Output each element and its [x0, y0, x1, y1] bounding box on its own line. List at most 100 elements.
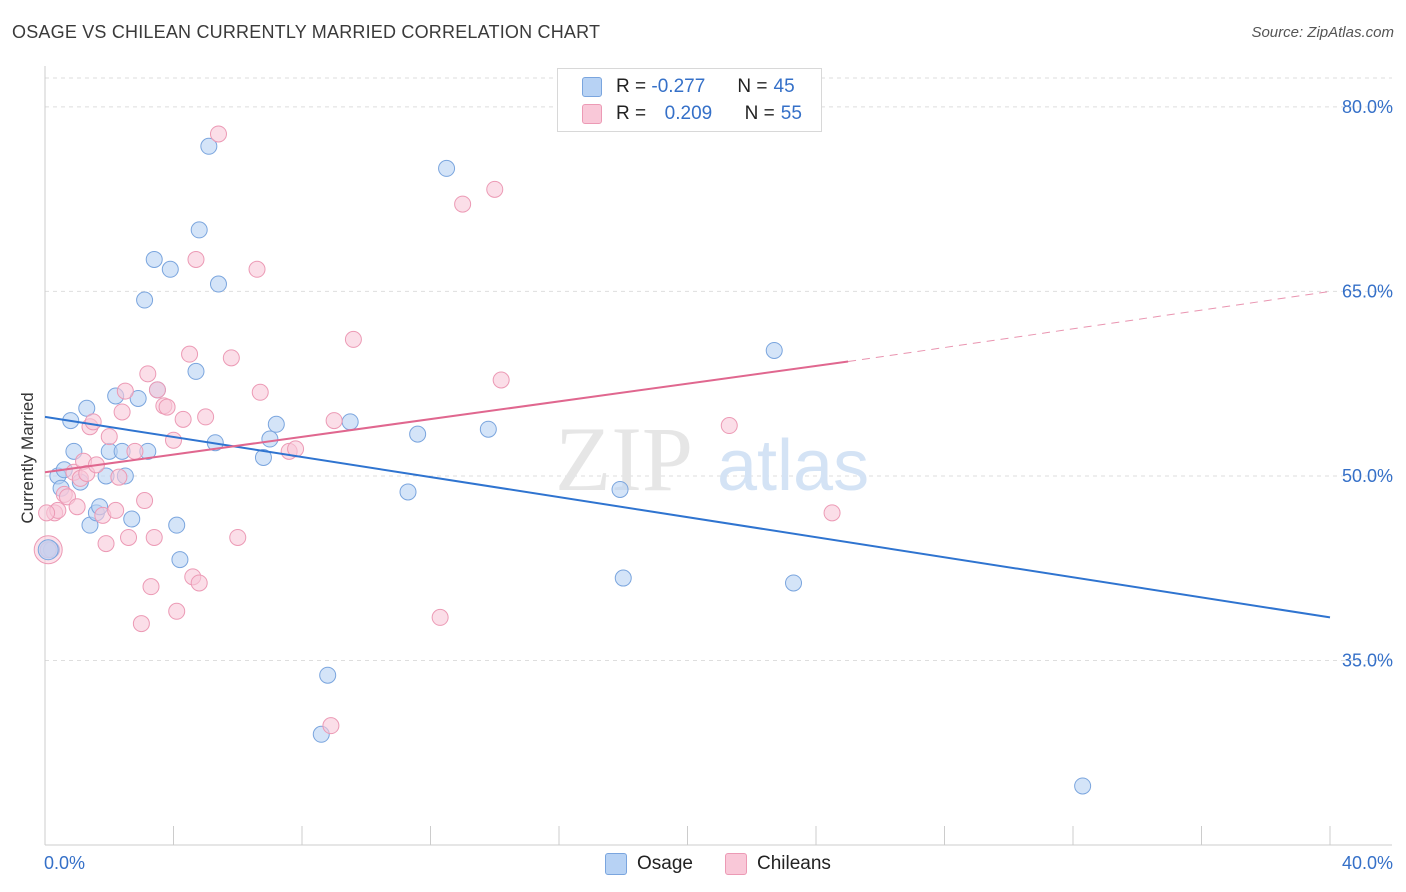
- bottom-legend-osage: Osage: [605, 852, 693, 876]
- chilean-point: [168, 602, 186, 620]
- chilean-point: [486, 180, 504, 198]
- y-tick-label: 80.0%: [1342, 97, 1393, 117]
- osage-point: [254, 449, 272, 466]
- chilean-point: [248, 260, 266, 278]
- chilean-point: [100, 428, 118, 446]
- chilean-point: [97, 535, 115, 553]
- chilean-point: [229, 528, 247, 546]
- chilean-legend-label: Chileans: [757, 853, 831, 874]
- osage-point: [438, 159, 456, 177]
- osage-point: [341, 413, 359, 431]
- chilean-point: [197, 408, 215, 426]
- legend-row-chileans: R = 0.209 N = 55: [582, 102, 802, 126]
- axes: [44, 66, 1392, 846]
- chilean-point: [190, 574, 208, 592]
- osage-point: [614, 569, 632, 587]
- chilean-point: [136, 492, 154, 510]
- legend-row-osage: R = -0.277 N = 45: [582, 75, 795, 99]
- chilean-trend-line: [44, 360, 849, 474]
- chilean-point: [113, 403, 131, 421]
- tick-labels: 35.0% 50.0% 65.0% 80.0% 0.0% 40.0%: [44, 97, 1393, 873]
- osage-point: [200, 137, 218, 155]
- legend-r-value: 0.209: [664, 103, 713, 124]
- chilean-point: [148, 381, 166, 399]
- legend-r-label: R =: [616, 76, 647, 97]
- osage-swatch: [582, 77, 602, 97]
- source-label: Source: ZipAtlas.com: [1251, 24, 1394, 41]
- chilean-point: [38, 504, 56, 522]
- chilean-point: [68, 498, 86, 516]
- legend-r-label: R =: [616, 103, 647, 124]
- chilean-point: [344, 330, 362, 348]
- data-points: [33, 125, 1092, 795]
- chilean-point: [84, 413, 102, 431]
- chilean-point: [720, 417, 738, 435]
- osage-point: [129, 389, 147, 407]
- chilean-point: [145, 528, 163, 546]
- chilean-point: [322, 717, 340, 735]
- osage-point: [161, 260, 179, 278]
- osage-point: [785, 574, 803, 592]
- chilean-swatch: [582, 104, 602, 124]
- osage-point: [123, 510, 141, 528]
- y-tick-label: 50.0%: [1342, 466, 1393, 486]
- chilean-point: [454, 195, 472, 213]
- chilean-trend-extension: [848, 290, 1331, 363]
- chilean-point: [165, 431, 182, 449]
- osage-point: [267, 415, 285, 433]
- chilean-point: [139, 365, 157, 383]
- chilean-point: [107, 501, 125, 519]
- osage-point: [190, 221, 208, 239]
- y-tick-label: 65.0%: [1342, 281, 1393, 301]
- osage-point: [171, 551, 189, 569]
- osage-legend-label: Osage: [637, 853, 693, 874]
- osage-point: [136, 291, 154, 309]
- chilean-point: [142, 578, 160, 596]
- chilean-point: [431, 608, 449, 626]
- osage-point: [168, 516, 186, 534]
- watermark: ZIP atlas: [555, 408, 869, 510]
- chilean-legend-swatch: [725, 853, 747, 875]
- chilean-point: [181, 345, 199, 363]
- chilean-point: [209, 125, 227, 143]
- chilean-point: [126, 442, 144, 460]
- osage-point: [611, 480, 629, 498]
- chilean-point: [120, 528, 138, 546]
- y-tick-label: 35.0%: [1342, 650, 1393, 670]
- osage-point: [261, 430, 279, 448]
- trend-lines: [44, 290, 1331, 619]
- gridlines: [45, 77, 1392, 661]
- chilean-point: [222, 349, 240, 367]
- legend-r-value: -0.277: [651, 76, 706, 97]
- chilean-point: [174, 410, 192, 428]
- legend-n-value: 55: [780, 103, 802, 124]
- legend-n-value: 45: [773, 76, 795, 97]
- chilean-point: [251, 383, 269, 401]
- chilean-point: [187, 250, 205, 268]
- osage-point: [765, 341, 783, 359]
- chilean-point: [492, 371, 510, 389]
- osage-point: [479, 420, 497, 438]
- correlation-legend: R = -0.277 N = 45 R = 0.209 N = 55: [557, 68, 822, 132]
- osage-point: [37, 539, 59, 561]
- bottom-legend-chileans: Chileans: [725, 852, 831, 876]
- osage-point: [319, 666, 337, 684]
- osage-point: [187, 362, 205, 380]
- chilean-point: [132, 615, 150, 633]
- chilean-point: [325, 412, 343, 430]
- osage-point: [409, 425, 427, 443]
- chart-title: OSAGE VS CHILEAN CURRENTLY MARRIED CORRE…: [12, 22, 601, 42]
- osage-point: [1074, 777, 1092, 795]
- osage-point: [399, 483, 417, 501]
- osage-point: [145, 250, 163, 268]
- osage-point: [209, 275, 227, 293]
- chilean-point: [158, 398, 176, 416]
- x-tick-label: 0.0%: [44, 853, 85, 873]
- chilean-point: [110, 468, 128, 486]
- watermark-atlas: atlas: [717, 426, 869, 506]
- x-tick-label: 40.0%: [1342, 853, 1393, 873]
- chilean-point: [823, 504, 841, 522]
- legend-n-label: N =: [744, 103, 775, 124]
- osage-legend-swatch: [605, 853, 627, 875]
